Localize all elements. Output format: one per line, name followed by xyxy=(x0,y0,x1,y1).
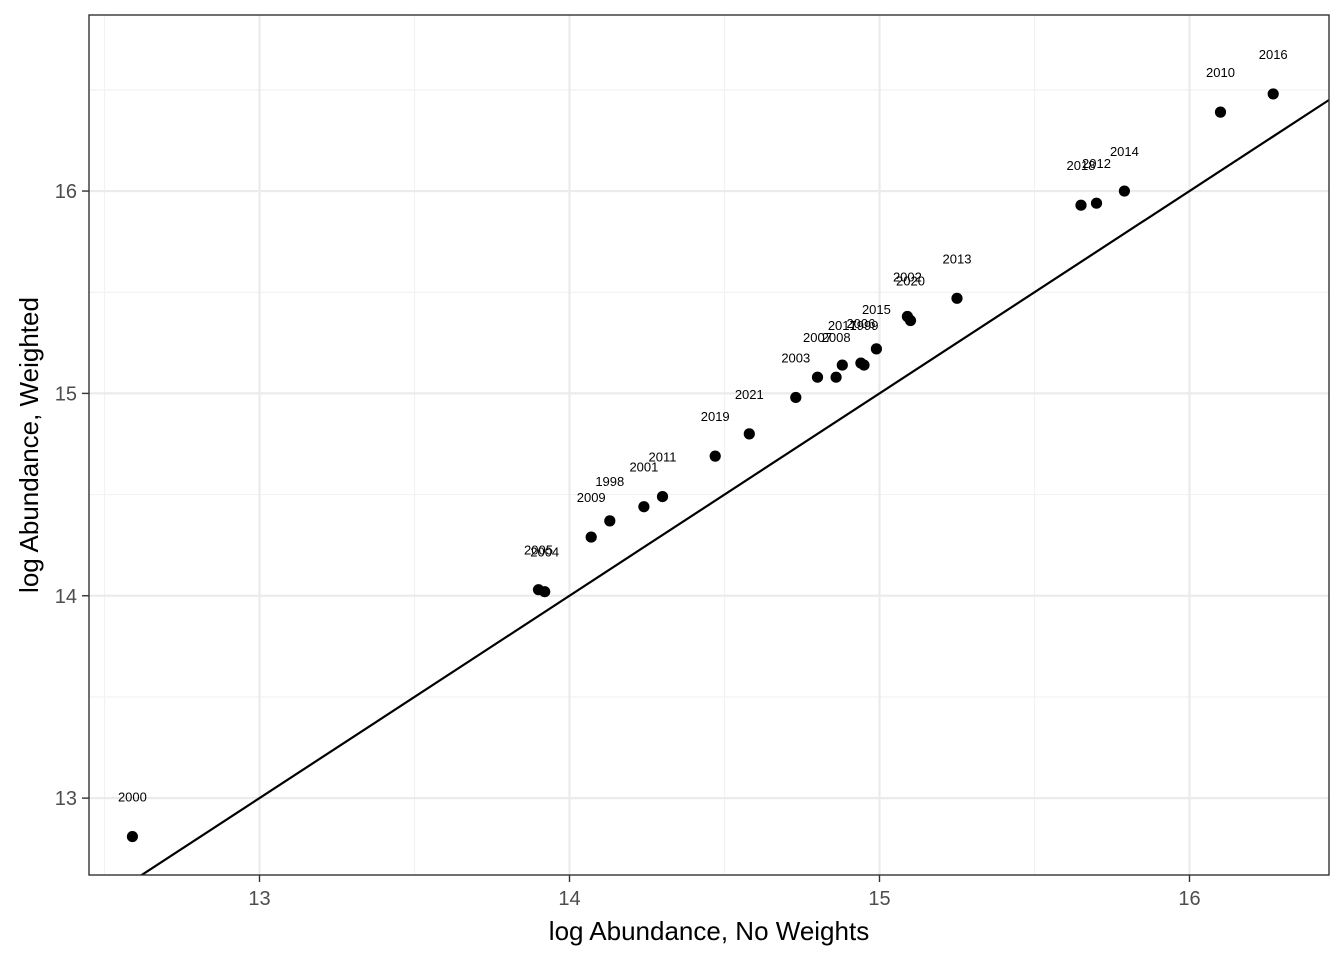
data-point-1999 xyxy=(858,359,870,371)
point-label-2012: 2012 xyxy=(1082,156,1111,171)
y-axis-title: log Abundance, Weighted xyxy=(14,297,44,593)
data-point-2001 xyxy=(638,501,650,513)
data-point-2013 xyxy=(951,292,963,304)
data-point-2020 xyxy=(904,314,917,327)
y-axis-ticks: 13 14 15 16 xyxy=(55,181,89,810)
point-label-2016: 2016 xyxy=(1259,47,1288,62)
data-points xyxy=(126,88,1279,843)
data-point-2007 xyxy=(811,371,824,383)
data-point-2015 xyxy=(870,343,883,355)
data-point-2011 xyxy=(656,491,669,503)
x-axis-title: log Abundance, No Weights xyxy=(549,916,869,946)
data-point-2018 xyxy=(1075,199,1087,211)
x-tick-label: 13 xyxy=(248,888,270,910)
x-tick-label: 15 xyxy=(868,888,890,910)
point-label-2002: 2002 xyxy=(893,270,922,285)
point-label-2003: 2003 xyxy=(781,350,810,365)
point-label-2014: 2014 xyxy=(1110,144,1139,159)
point-label-2010: 2010 xyxy=(1206,65,1235,80)
x-tick-label: 14 xyxy=(558,888,580,910)
identity-reference-line xyxy=(139,99,1329,875)
point-label-2005: 2005 xyxy=(524,543,553,558)
point-label-2017: 2017 xyxy=(828,318,857,333)
point-label-2013: 2013 xyxy=(943,251,972,266)
data-point-2000 xyxy=(126,830,138,843)
point-label-2006: 2006 xyxy=(846,316,875,331)
point-label-2015: 2015 xyxy=(862,302,891,317)
y-tick-label: 16 xyxy=(55,181,77,203)
panel-border xyxy=(88,14,1330,876)
data-point-2019 xyxy=(709,450,721,462)
y-tick-label: 15 xyxy=(55,383,77,405)
y-tick-label: 14 xyxy=(55,586,77,608)
data-point-2008 xyxy=(830,371,842,383)
point-label-2018: 2018 xyxy=(1067,158,1096,173)
point-label-2008: 2008 xyxy=(822,330,851,345)
data-point-2003 xyxy=(790,391,802,404)
data-point-2014 xyxy=(1118,185,1130,197)
point-label-2020: 2020 xyxy=(896,274,925,289)
y-tick-label: 13 xyxy=(55,788,77,810)
x-axis-ticks: 13 14 15 16 xyxy=(248,875,1201,910)
data-point-2016 xyxy=(1267,88,1279,100)
minor-grid xyxy=(89,15,1329,875)
data-point-2004 xyxy=(539,586,551,598)
major-grid xyxy=(89,15,1329,875)
data-point-2009 xyxy=(585,531,597,543)
point-label-2011: 2011 xyxy=(649,450,677,465)
point-label-2009: 2009 xyxy=(577,490,606,505)
point-label-2021: 2021 xyxy=(735,387,764,402)
point-label-2001: 2001 xyxy=(629,460,658,475)
point-label-2019: 2019 xyxy=(701,409,730,424)
point-label-2004: 2004 xyxy=(530,545,559,560)
point-label-1998: 1998 xyxy=(595,474,624,489)
point-label-2007: 2007 xyxy=(803,330,832,345)
data-point-1998 xyxy=(604,515,616,527)
x-tick-label: 16 xyxy=(1178,888,1200,910)
data-point-2017 xyxy=(836,359,848,371)
data-point-2021 xyxy=(743,428,755,440)
data-point-2012 xyxy=(1090,197,1103,209)
point-label-2000: 2000 xyxy=(118,790,147,805)
data-point-2010 xyxy=(1214,106,1227,118)
point-label-1999: 1999 xyxy=(850,318,879,333)
